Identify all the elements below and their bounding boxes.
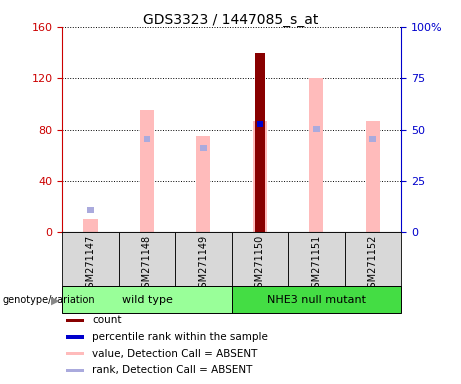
Bar (118, 232, 175, 286)
Bar (369, 136, 376, 142)
Text: percentile rank within the sample: percentile rank within the sample (92, 332, 268, 342)
Text: GSM271150: GSM271150 (255, 235, 265, 294)
Text: GDS3323 / 1447085_s_at: GDS3323 / 1447085_s_at (143, 13, 318, 27)
Text: value, Detection Call = ABSENT: value, Detection Call = ABSENT (92, 349, 257, 359)
Bar (196, 136, 211, 232)
Bar (309, 78, 324, 232)
Bar (366, 121, 380, 232)
Bar (87, 207, 94, 213)
Bar (256, 121, 263, 127)
Bar (231, 286, 401, 313)
Bar (231, 232, 288, 286)
Bar (66, 335, 84, 339)
Bar (288, 232, 344, 286)
Bar (62, 286, 231, 313)
Bar (66, 319, 84, 322)
Bar (83, 220, 98, 232)
Text: genotype/variation: genotype/variation (2, 295, 95, 305)
Text: GSM271149: GSM271149 (198, 235, 208, 294)
Text: NHE3 null mutant: NHE3 null mutant (267, 295, 366, 305)
Bar (255, 53, 265, 232)
Bar (140, 110, 154, 232)
Bar (66, 352, 84, 355)
Bar (175, 232, 231, 286)
Bar (62, 232, 118, 286)
Text: rank, Detection Call = ABSENT: rank, Detection Call = ABSENT (92, 365, 252, 375)
Text: GSM271151: GSM271151 (311, 235, 321, 294)
Bar (313, 126, 320, 132)
Bar (344, 232, 401, 286)
Bar (66, 369, 84, 372)
Text: GSM271147: GSM271147 (85, 235, 95, 294)
Bar (256, 121, 263, 127)
Bar (143, 136, 150, 142)
Text: count: count (92, 315, 121, 325)
Text: GSM271152: GSM271152 (368, 235, 378, 295)
Text: ▶: ▶ (51, 295, 59, 305)
Text: wild type: wild type (122, 295, 172, 305)
Text: GSM271148: GSM271148 (142, 235, 152, 294)
Bar (253, 121, 267, 232)
Bar (200, 145, 207, 151)
